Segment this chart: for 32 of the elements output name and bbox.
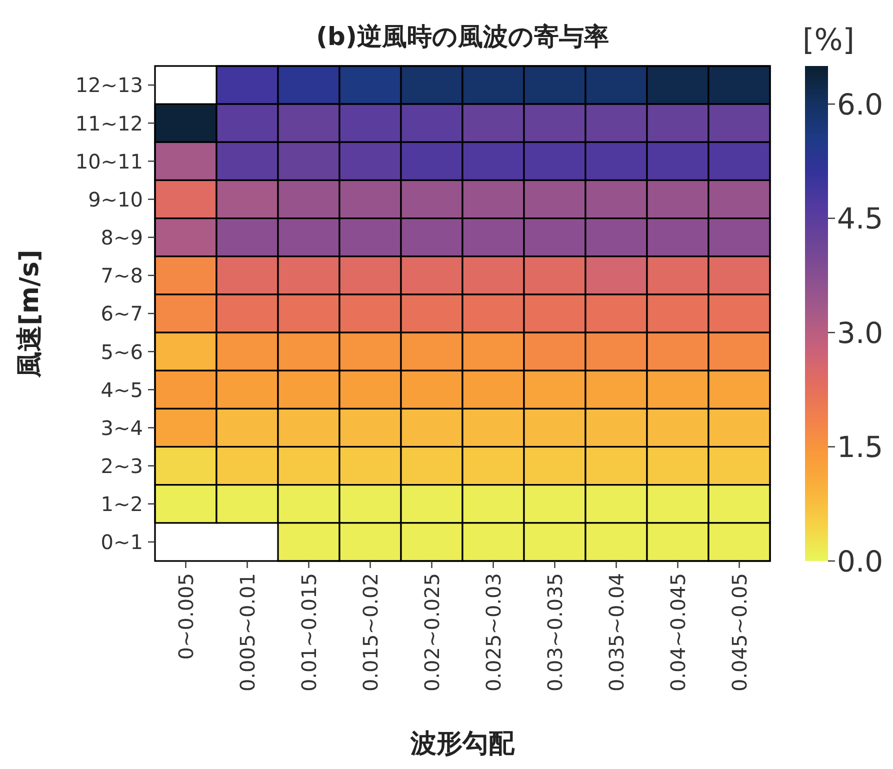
y-tick-label: 2~3: [100, 454, 143, 478]
y-tick-label: 0~1: [100, 530, 143, 554]
x-tick-label: 0.005~0.01: [235, 573, 260, 692]
color-bar-label: 1.5: [837, 430, 884, 464]
x-tick-label: 0.03~0.035: [542, 573, 567, 692]
y-tick-label: 6~7: [100, 302, 143, 326]
x-tick-label: 0.025~0.03: [481, 573, 506, 692]
y-tick-label: 11~12: [75, 111, 143, 136]
x-tick-label: 0.04~0.045: [666, 573, 690, 692]
x-axis-title: 波形勾配: [410, 729, 516, 759]
color-bar-label: 6.0: [837, 88, 884, 122]
x-tick-label: 0.045~0.05: [727, 573, 752, 692]
y-tick-label: 12~13: [75, 73, 143, 98]
y-axis-title: 風速[m/s]: [15, 250, 45, 378]
color-bar-label: 4.5: [837, 202, 884, 236]
chart-title: (b)逆風時の風波の寄与率: [316, 22, 609, 51]
x-tick-label: 0.035~0.04: [604, 573, 628, 692]
y-tick-label: 4~5: [100, 378, 143, 402]
y-tick-label: 3~4: [100, 416, 143, 440]
y-tick-label: 9~10: [88, 187, 143, 212]
x-tick-label: 0.01~0.015: [296, 573, 321, 692]
x-tick-label: 0.015~0.02: [358, 573, 382, 692]
y-tick-label: 8~9: [100, 226, 143, 250]
y-tick-label: 1~2: [100, 492, 143, 516]
y-tick-label: 7~8: [100, 264, 143, 288]
x-tick-label: 0.02~0.025: [420, 573, 444, 692]
x-tick-label: 0~0.005: [174, 573, 198, 660]
color-bar-label: 0.0: [837, 544, 884, 578]
y-tick-label: 5~6: [100, 340, 143, 364]
y-tick-label: 10~11: [75, 149, 143, 174]
color-bar-label: 3.0: [837, 316, 884, 350]
color-bar-title: [%]: [802, 23, 854, 58]
